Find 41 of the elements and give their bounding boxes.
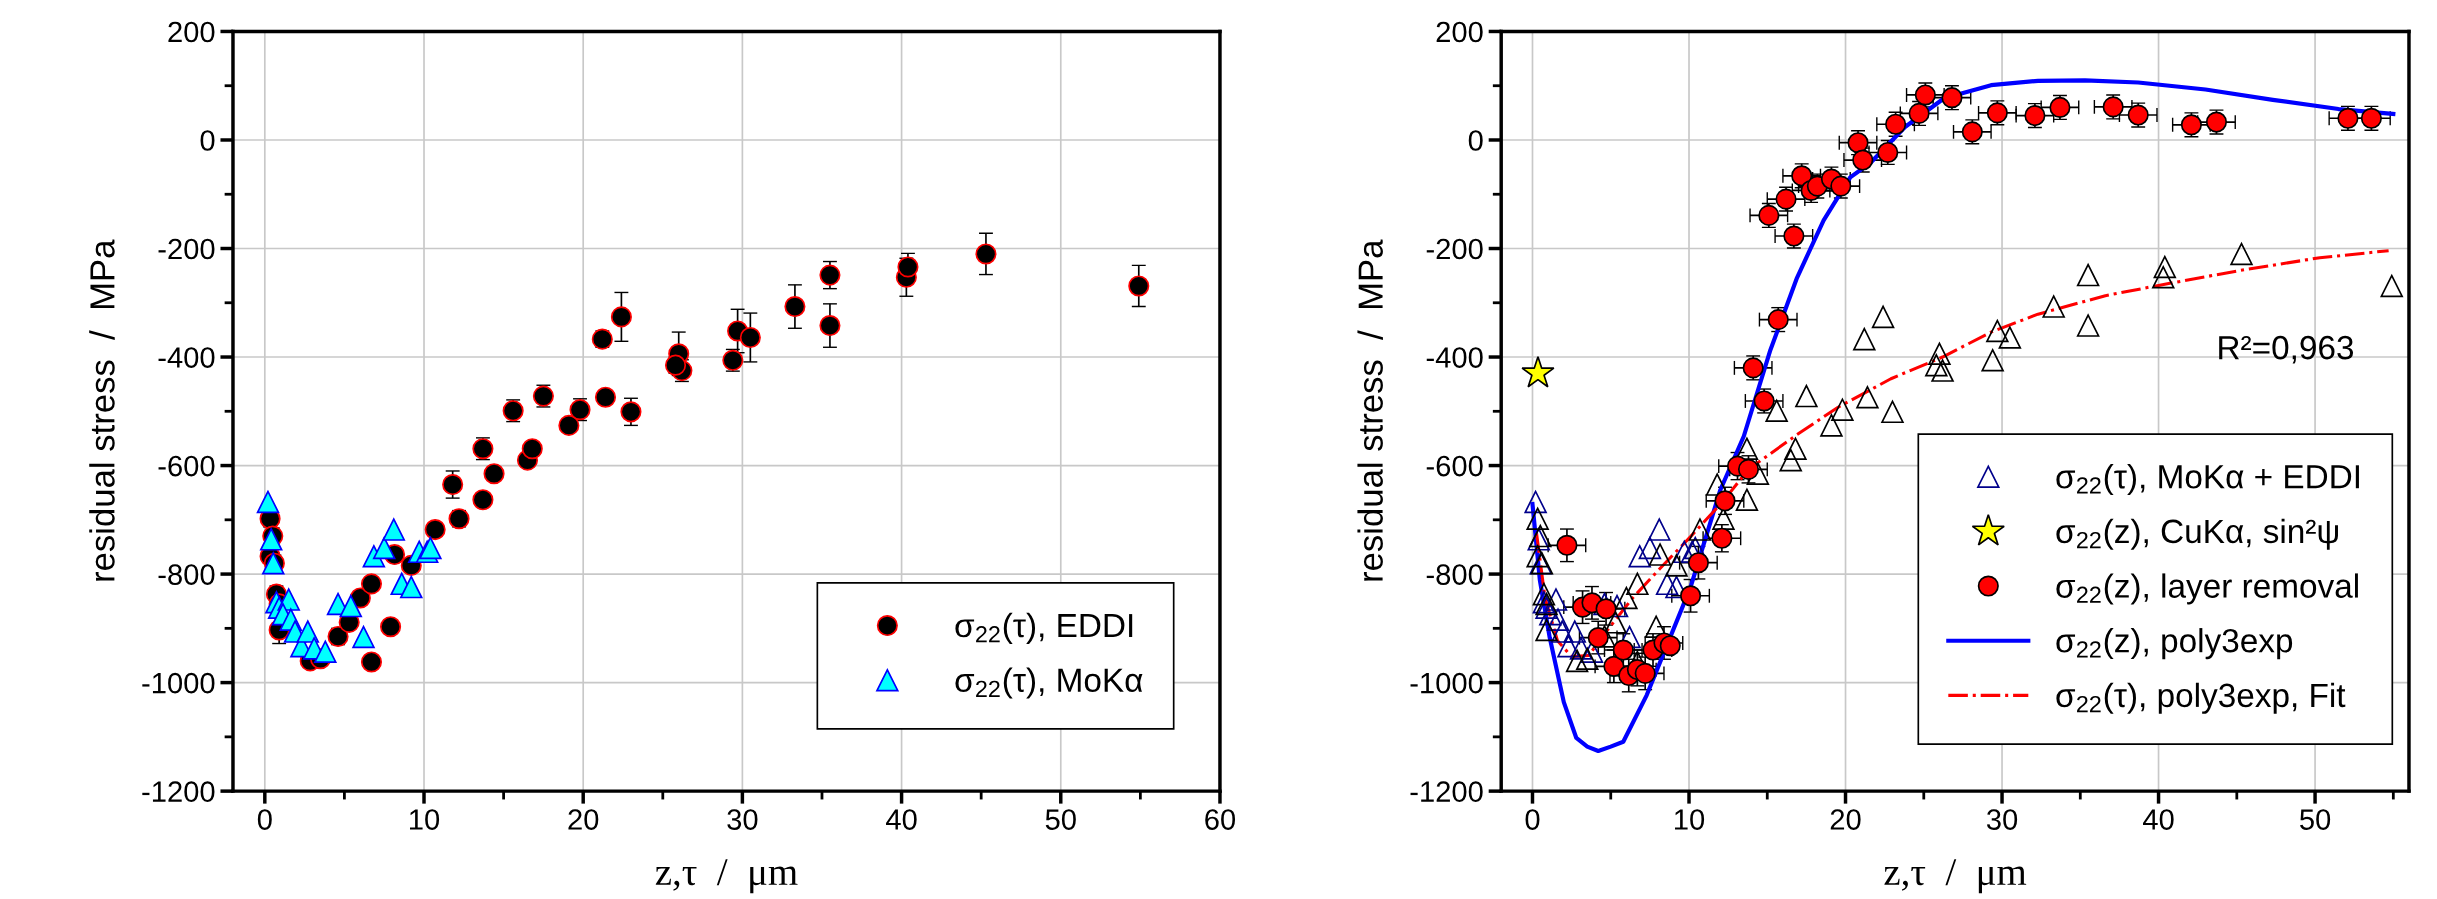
legend-label: σ$_{22}$(τ), EDDI [955,612,1133,644]
y-tick-label: 0 [1468,130,1483,151]
y-tick-label: -600 [1426,455,1483,477]
legend-label: σ$_{22}$(z), layer removal [2056,573,2358,605]
x-tick-label: 20 [568,809,599,830]
y-tick-label: -800 [1426,564,1483,585]
legend-label: σ$_{22}$(τ), poly3exp, Fit [2056,682,2346,714]
y-axis-title: residual stress / MPa [89,239,115,581]
y-tick-label: -1200 [142,781,215,802]
x-tick-label: 30 [1986,809,2018,830]
y-axis-title: residual stress / MPa [1357,239,1383,581]
y-tick-label: -1200 [1410,781,1483,802]
x-axis-title: z,τ / μm [1884,859,2027,894]
x-tick-label: 20 [1830,809,1861,830]
y-tick-label: -1000 [1410,672,1483,694]
legend-label: σ$_{22}$(z), poly3exp [2056,628,2293,660]
x-tick-label: 10 [1675,809,1705,830]
y-tick-label: 200 [168,21,215,43]
y-tick-label: -400 [158,347,215,368]
x-axis-title: z,τ / μm [655,859,798,894]
legend-label: σ$_{22}$(τ), MoKα [955,667,1143,699]
x-tick-label: 50 [2300,809,2331,830]
y-tick-label: -400 [1426,347,1483,368]
legend-label: σ$_{22}$(τ), MoKα + EDDI [2056,464,2359,496]
x-tick-label: 40 [886,809,917,830]
x-tick-label: 30 [727,809,758,830]
y-tick-label: -200 [1426,238,1483,260]
x-tick-label: 0 [257,809,272,830]
x-tick-label: 0 [1525,809,1540,830]
x-tick-label: 60 [1205,809,1236,830]
annotation: R²=0,963 [2219,335,2354,364]
legend-label: σ$_{22}$(z), CuKα, sin²ψ [2056,518,2338,550]
y-tick-label: -1000 [142,672,215,694]
y-tick-label: 200 [1436,21,1483,43]
y-tick-label: -200 [158,238,215,260]
x-tick-label: 10 [410,809,440,830]
y-tick-label: 0 [200,130,215,151]
y-tick-label: -600 [158,455,215,477]
x-tick-label: 50 [1045,809,1076,830]
y-tick-label: -800 [158,564,215,585]
x-tick-label: 40 [2143,809,2174,830]
